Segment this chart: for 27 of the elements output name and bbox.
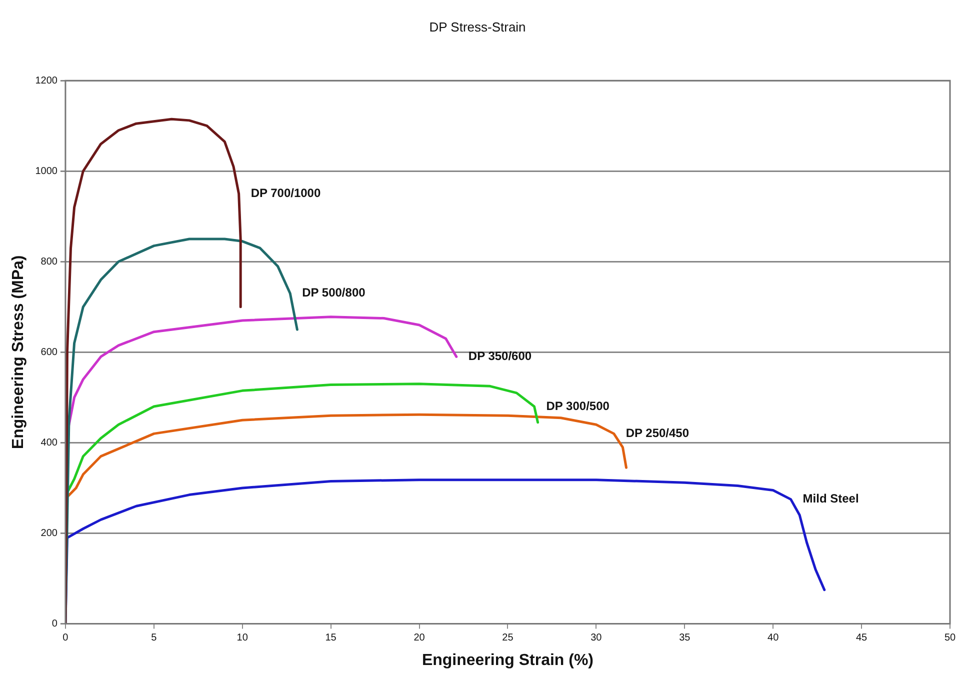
series-label: DP 300/500 xyxy=(546,398,610,413)
y-tick-label: 1000 xyxy=(35,166,58,177)
x-tick-label: 10 xyxy=(236,632,248,644)
chart-title: DP Stress-Strain xyxy=(429,19,526,34)
x-axis-title: Engineering Strain (%) xyxy=(422,652,594,669)
x-tick-label: 5 xyxy=(151,632,158,644)
series-label: DP 350/600 xyxy=(468,349,532,364)
series-label: DP 500/800 xyxy=(302,286,366,300)
y-tick-label: 200 xyxy=(40,528,58,540)
y-tick-label: 600 xyxy=(40,346,58,358)
series-label: DP 250/450 xyxy=(626,426,690,440)
x-tick-label: 40 xyxy=(768,632,780,644)
x-tick-label: 35 xyxy=(679,632,691,644)
series-label: Mild Steel xyxy=(802,492,859,506)
series-label: DP 700/1000 xyxy=(250,186,321,200)
x-tick-label: 15 xyxy=(325,632,337,644)
y-tick-label: 0 xyxy=(52,618,58,630)
y-tick-label: 1200 xyxy=(35,75,58,86)
x-tick-label: 25 xyxy=(502,632,514,644)
y-axis-title: Engineering Stress (MPa) xyxy=(10,255,28,450)
x-tick-label: 20 xyxy=(414,632,426,644)
y-tick-label: 400 xyxy=(40,437,58,448)
x-tick-label: 45 xyxy=(856,632,868,644)
x-tick-label: 50 xyxy=(944,632,956,644)
x-tick-label: 0 xyxy=(62,632,69,644)
x-tick-label: 30 xyxy=(590,632,602,644)
y-tick-label: 800 xyxy=(40,256,58,268)
